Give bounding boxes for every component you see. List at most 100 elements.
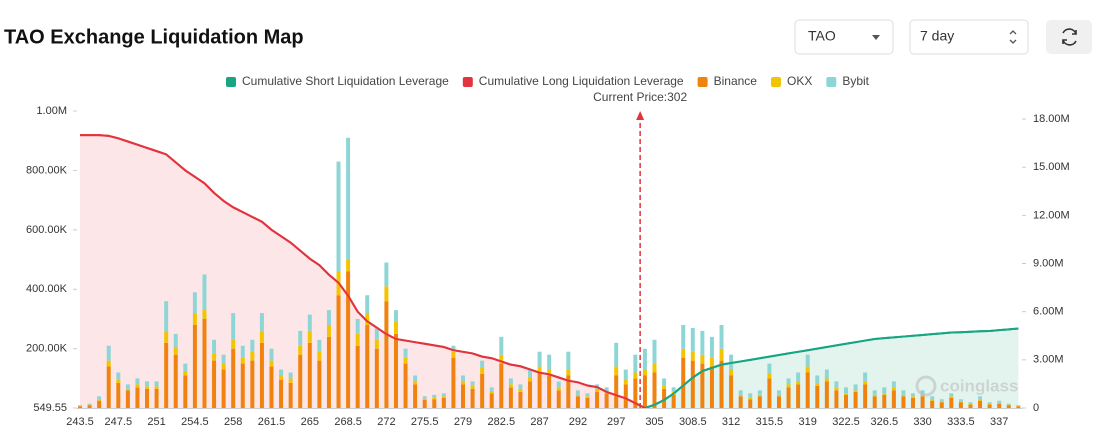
bar-segment — [193, 292, 197, 313]
bar-segment — [413, 381, 417, 384]
bar-segment — [834, 381, 838, 387]
bar-segment — [174, 334, 178, 347]
bar-segment — [528, 377, 532, 381]
bar-segment — [317, 361, 321, 408]
bar-segment — [643, 370, 647, 376]
bar-segment — [490, 393, 494, 408]
bar-segment — [461, 384, 465, 408]
bar-segment — [518, 389, 522, 392]
x-tick-label: 272 — [377, 416, 395, 428]
bar-segment — [298, 355, 302, 408]
bar-segment — [633, 355, 637, 373]
bar-segment — [107, 367, 111, 408]
bar-segment — [968, 402, 972, 403]
bar-segment — [365, 325, 369, 408]
period-select[interactable]: 7 day — [910, 20, 1028, 54]
bar-segment — [471, 386, 475, 389]
current-price-arrow — [636, 111, 644, 120]
button-bg[interactable] — [1046, 20, 1092, 54]
x-tick-label: 268.5 — [334, 416, 362, 428]
bar-segment — [499, 337, 503, 355]
x-tick-label: 322.5 — [832, 416, 860, 428]
x-tick-label: 254.5 — [181, 416, 209, 428]
bar-segment — [901, 396, 905, 408]
bar-segment — [566, 352, 570, 370]
bar-segment — [1016, 406, 1020, 408]
bar-segment — [882, 387, 886, 393]
bar-segment — [796, 381, 800, 384]
y2-tick-label: 9.00M — [1033, 257, 1064, 269]
bar-segment — [202, 274, 206, 310]
x-tick-label: 261.5 — [258, 416, 286, 428]
bar-segment — [442, 398, 446, 408]
x-tick-label: 279 — [454, 416, 472, 428]
bar-segment — [442, 393, 446, 396]
bar-segment — [624, 370, 628, 380]
bar-segment — [968, 405, 972, 408]
bar-segment — [384, 263, 388, 287]
bar-segment — [327, 310, 331, 325]
refresh-button[interactable] — [1046, 20, 1092, 54]
bar-segment — [758, 395, 762, 396]
bar-segment — [949, 398, 953, 408]
select-text[interactable]: 7 day — [920, 28, 954, 44]
bar-segment — [901, 390, 905, 394]
bar-segment — [624, 384, 628, 408]
y-tick-label: 600.00K — [26, 224, 68, 236]
x-tick-label: 326.5 — [871, 416, 899, 428]
bar-segment — [854, 392, 858, 408]
select-text[interactable]: TAO — [808, 28, 836, 44]
bar-segment — [892, 390, 896, 408]
y-tick-label: 1.00M — [36, 105, 67, 117]
bar-segment — [509, 378, 513, 384]
bar-segment — [231, 349, 235, 408]
bar-segment — [787, 378, 791, 384]
bar-segment — [710, 358, 714, 367]
bar-segment — [480, 361, 484, 368]
bar-segment — [327, 325, 331, 337]
x-tick-label: 275.5 — [411, 416, 439, 428]
bar-segment — [509, 387, 513, 408]
bar-segment — [777, 396, 781, 408]
bar-segment — [605, 393, 609, 408]
bar-segment — [250, 361, 254, 408]
bar-segment — [222, 364, 226, 370]
bar-segment — [241, 364, 245, 408]
bar-segment — [767, 364, 771, 374]
bar-segment — [499, 364, 503, 408]
bar-segment — [222, 370, 226, 408]
y2-tick-label: 3.00M — [1033, 354, 1064, 366]
bar-segment — [921, 396, 925, 408]
x-tick-label: 337 — [990, 416, 1008, 428]
bar-segment — [997, 403, 1001, 404]
bar-segment — [471, 389, 475, 408]
bar-segment — [1016, 405, 1020, 406]
coin-select[interactable]: TAO — [795, 20, 893, 54]
bar-segment — [873, 395, 877, 396]
bar-segment — [997, 401, 1001, 403]
x-tick-label: 265 — [301, 416, 319, 428]
bar-segment — [662, 386, 666, 389]
legend-swatch — [826, 77, 836, 87]
x-tick-label: 319 — [799, 416, 817, 428]
bar-segment — [576, 395, 580, 396]
bar-segment — [538, 373, 542, 408]
bar-segment — [231, 340, 235, 349]
bar-segment — [633, 373, 637, 379]
bar-segment — [930, 401, 934, 408]
x-tick-label: 312 — [722, 416, 740, 428]
bar-segment — [231, 313, 235, 340]
bar-segment — [164, 301, 168, 331]
bar-segment — [844, 393, 848, 394]
bar-segment — [557, 387, 561, 390]
bar-segment — [854, 390, 858, 391]
bar-segment — [1007, 405, 1011, 406]
bar-segment — [729, 375, 733, 408]
bar-segment — [767, 374, 771, 378]
bar-segment — [155, 389, 159, 408]
bar-segment — [720, 349, 724, 361]
bar-segment — [97, 396, 101, 399]
bar-segment — [787, 387, 791, 408]
bar-segment — [940, 399, 944, 401]
x-tick-label: 297 — [607, 416, 625, 428]
